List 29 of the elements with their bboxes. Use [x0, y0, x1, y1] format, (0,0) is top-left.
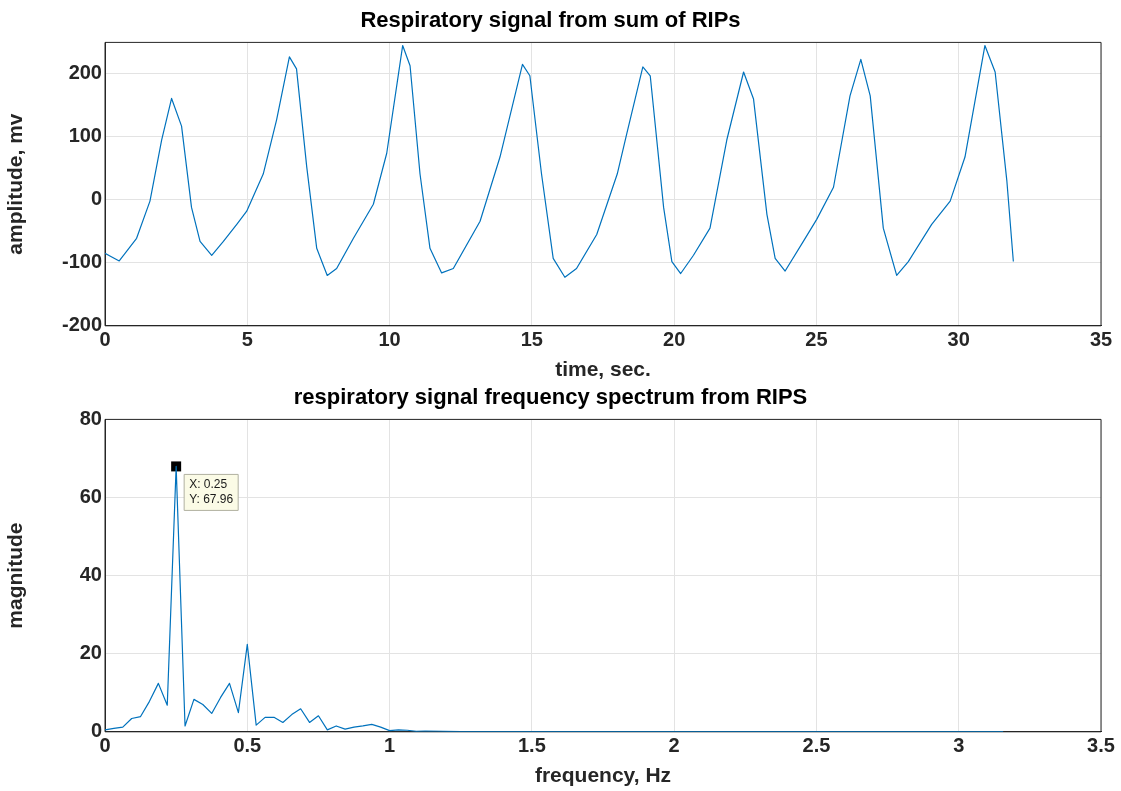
y-tick-label: 40	[79, 563, 102, 586]
x-tick-label: 3	[953, 734, 965, 757]
x-tick-label: 0.5	[233, 734, 262, 757]
y-tick-label: 60	[79, 485, 102, 508]
x-tick-label: 15	[520, 328, 543, 351]
x-axis-title: time, sec.	[555, 357, 651, 381]
y-tick-label: 0	[90, 187, 102, 210]
x-tick-label: 2	[668, 734, 680, 757]
chart-title: respiratory signal frequency spectrum from RIPS	[293, 384, 808, 410]
x-tick-label: 3.5	[1087, 734, 1115, 757]
annotation: X: 0.25 Y: 67.96	[189, 476, 234, 506]
y-tick-label: 80	[79, 406, 102, 429]
x-tick-label: 10	[378, 328, 401, 351]
x-axis-title: frequency, Hz	[534, 763, 672, 787]
y-axis-title: magnitude	[3, 522, 27, 629]
x-tick-label: 20	[663, 328, 686, 351]
x-tick-label: 5	[241, 328, 253, 351]
y-tick-label: 200	[68, 61, 102, 84]
y-tick-label: 100	[68, 124, 102, 147]
x-tick-label: 2.5	[802, 734, 831, 757]
x-tick-label: 1.5	[517, 734, 546, 757]
x-tick-label: 30	[947, 328, 970, 351]
chart-title: Respiratory signal from sum of RIPs	[360, 7, 741, 33]
x-tick-label: 1	[384, 734, 396, 757]
y-tick-label: -100	[61, 250, 102, 273]
x-tick-label: 25	[805, 328, 828, 351]
y-tick-label: 20	[79, 641, 102, 664]
x-tick-label: 35	[1089, 328, 1113, 351]
y-axis-title: amplitude, mv	[3, 113, 27, 255]
